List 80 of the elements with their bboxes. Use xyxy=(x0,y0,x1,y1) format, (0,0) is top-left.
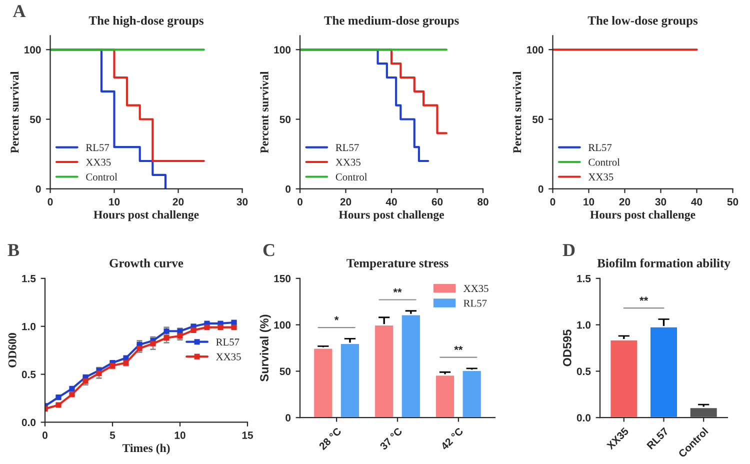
chart-title: Growth curve xyxy=(110,258,184,268)
y-tick-label: 0 xyxy=(36,185,41,193)
y-tick-label: 50 xyxy=(280,368,291,376)
x-tick-label: 42 °C xyxy=(440,427,464,450)
x-tick-label: 10 xyxy=(584,198,594,206)
legend-label: RL57 xyxy=(464,300,487,307)
y-axis-title: Percent survival xyxy=(10,71,19,154)
x-tick-label: 40 xyxy=(691,198,702,206)
x-axis-title: Hours post challenge xyxy=(590,210,696,222)
y-tick-label: 1.0 xyxy=(577,321,591,329)
text: C xyxy=(263,244,274,256)
legend-label: XX35 xyxy=(86,158,111,166)
legend-label: Control xyxy=(588,158,620,166)
y-tick-label: 100 xyxy=(24,46,41,54)
x-tick-label: 50 xyxy=(727,198,738,206)
y-axis-title: OD595 xyxy=(563,330,572,366)
x-tick-label: 28 °C xyxy=(318,427,342,450)
annotation: ** xyxy=(640,296,648,301)
x-tick-label: 10 xyxy=(174,432,186,439)
legend-label: RL57 xyxy=(216,338,240,346)
y-axis-title: Percent survival xyxy=(260,71,268,154)
annotation: ** xyxy=(454,346,463,350)
legend-label: RL57 xyxy=(336,144,359,152)
y-axis-title: Percent survival xyxy=(512,71,522,154)
x-tick-label: 15 xyxy=(242,432,254,439)
x-tick-label: 30 xyxy=(655,198,666,206)
y-tick-label: 100 xyxy=(527,46,544,54)
legend-label: XX35 xyxy=(216,353,241,360)
x-tick-label: 80 xyxy=(478,198,488,206)
y-tick-label: 0.0 xyxy=(22,418,36,426)
y-tick-label: 100 xyxy=(274,46,291,54)
text: D xyxy=(562,244,575,256)
y-tick-label: 50 xyxy=(532,116,544,124)
y-tick-label: 0.5 xyxy=(22,370,36,378)
x-tick-label: 0 xyxy=(550,198,556,206)
chart-title: Biofilm formation ability xyxy=(597,258,730,270)
text: B xyxy=(8,244,20,256)
y-tick-label: 50 xyxy=(280,116,291,124)
y-tick-label: 0.5 xyxy=(576,368,591,376)
y-tick-label: 50 xyxy=(30,116,41,124)
legend-label: XX35 xyxy=(588,173,614,180)
y-tick-label: 150 xyxy=(274,274,291,282)
legend-label: RL57 xyxy=(588,144,612,152)
legend-label: Control xyxy=(336,173,368,180)
x-tick-label: 5 xyxy=(110,432,116,439)
legend-label: Control xyxy=(86,173,118,180)
x-tick-label: 20 xyxy=(172,198,184,206)
x-tick-label: 20 xyxy=(619,198,630,206)
chart-title: The high-dose groups xyxy=(88,16,204,28)
legend-label: XX35 xyxy=(464,285,488,292)
text: A xyxy=(12,5,26,18)
x-tick-label: 40 xyxy=(386,198,397,206)
chart-title: The low-dose groups xyxy=(588,16,698,28)
x-axis-title: Times (h) xyxy=(122,444,170,454)
x-axis-title: Hours post challenge xyxy=(338,210,444,222)
y-tick-label: 0 xyxy=(286,414,291,422)
y-tick-label: 1.5 xyxy=(22,275,36,282)
y-axis-title: OD600 xyxy=(8,333,16,368)
y-tick-label: 1.5 xyxy=(577,275,591,282)
chart-title: Temperature stress xyxy=(346,259,448,270)
x-tick-label: 20 xyxy=(340,198,352,206)
x-tick-label: 0 xyxy=(298,198,302,206)
x-tick-label: 37 °C xyxy=(379,427,403,450)
legend-label: XX35 xyxy=(336,158,360,166)
x-tick-label: 30 xyxy=(236,198,248,206)
y-axis-title: Survival (%) xyxy=(260,314,271,382)
y-tick-label: 1.0 xyxy=(22,322,36,330)
x-tick-label: 0 xyxy=(42,432,48,439)
annotation: * xyxy=(334,316,339,320)
x-tick-label: 0 xyxy=(48,198,53,206)
legend-label: RL57 xyxy=(86,144,110,152)
y-tick-label: 0 xyxy=(286,185,291,193)
x-tick-label: 60 xyxy=(432,198,443,206)
y-tick-label: 100 xyxy=(274,321,291,329)
annotation: ** xyxy=(393,288,402,293)
y-tick-label: 0 xyxy=(538,185,544,193)
x-axis-title: Hours post challenge xyxy=(94,210,199,222)
x-tick-label: 10 xyxy=(109,198,120,206)
y-tick-label: 0.0 xyxy=(576,414,591,422)
chart-title: The medium-dose groups xyxy=(324,16,459,28)
